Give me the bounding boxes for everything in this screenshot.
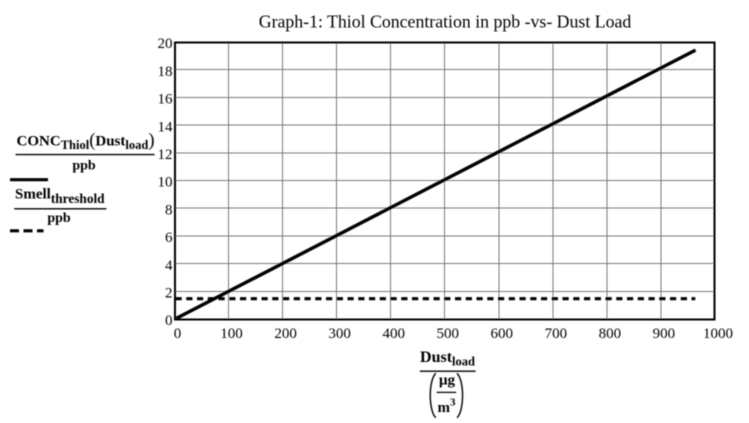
svg-text:2: 2 bbox=[165, 285, 173, 301]
svg-text:Graph-1: Thiol Concentration i: Graph-1: Thiol Concentration in ppb -vs-… bbox=[259, 12, 632, 32]
svg-text:0: 0 bbox=[165, 313, 173, 329]
svg-text:900: 900 bbox=[653, 326, 676, 342]
svg-text:8: 8 bbox=[165, 202, 173, 218]
svg-text:10: 10 bbox=[158, 175, 173, 191]
svg-text:600: 600 bbox=[491, 326, 514, 342]
svg-text:100: 100 bbox=[220, 326, 243, 342]
svg-text:ppb: ppb bbox=[72, 159, 96, 174]
svg-text:μg: μg bbox=[439, 373, 456, 389]
svg-text:CONCThiol(Dustload): CONCThiol(Dustload) bbox=[17, 131, 155, 152]
svg-text:ppb: ppb bbox=[47, 211, 71, 226]
svg-text:800: 800 bbox=[599, 326, 622, 342]
svg-text:m3: m3 bbox=[438, 397, 457, 416]
svg-text:500: 500 bbox=[436, 326, 459, 342]
svg-text:20: 20 bbox=[158, 36, 173, 52]
svg-text:12: 12 bbox=[158, 147, 173, 163]
svg-text:400: 400 bbox=[382, 326, 405, 342]
svg-text:Dustload: Dustload bbox=[420, 349, 475, 368]
svg-text:700: 700 bbox=[545, 326, 568, 342]
svg-text:18: 18 bbox=[158, 64, 173, 80]
svg-text:6: 6 bbox=[165, 230, 173, 246]
svg-text:0: 0 bbox=[174, 326, 182, 342]
svg-text:4: 4 bbox=[165, 258, 173, 274]
svg-text:300: 300 bbox=[328, 326, 351, 342]
svg-text:14: 14 bbox=[158, 119, 174, 135]
svg-text:16: 16 bbox=[158, 92, 174, 108]
svg-text:1000: 1000 bbox=[703, 326, 733, 342]
svg-text:200: 200 bbox=[274, 326, 297, 342]
svg-text:Smellthreshold: Smellthreshold bbox=[15, 187, 105, 206]
